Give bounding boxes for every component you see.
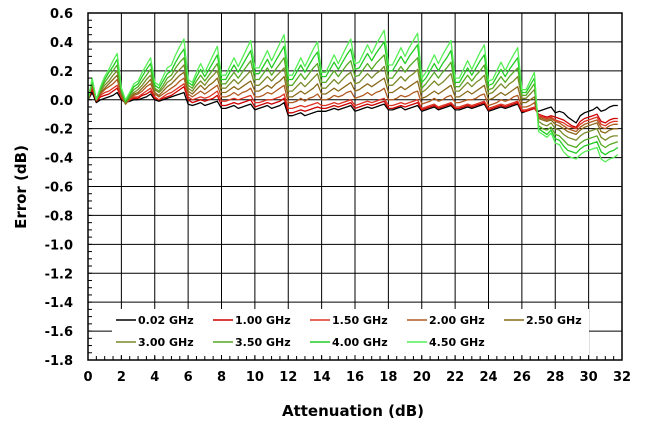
- x-tick-label: 26: [513, 370, 531, 385]
- y-tick-label: 0.6: [50, 7, 73, 22]
- legend-box: [112, 309, 589, 355]
- series-line-2-00-ghz: [87, 77, 618, 133]
- x-tick-label: 8: [217, 370, 226, 385]
- y-tick-label: -0.8: [45, 209, 73, 224]
- y-tick-label: -0.2: [45, 123, 73, 138]
- series-line-3-00-ghz: [87, 64, 618, 141]
- legend-label: 1.00 GHz: [235, 314, 291, 327]
- x-tick-label: 2: [117, 370, 126, 385]
- x-tick-label: 32: [613, 370, 631, 385]
- x-tick-label: 16: [346, 370, 364, 385]
- x-axis-title: Attenuation (dB): [282, 402, 424, 420]
- x-tick-label: 10: [246, 370, 264, 385]
- series-line-4-50-ghz: [87, 29, 619, 163]
- x-tick-label: 22: [446, 370, 464, 385]
- x-tick-label: 12: [279, 370, 297, 385]
- x-tick-label: 0: [83, 370, 92, 385]
- x-tick-label: 18: [379, 370, 397, 385]
- legend-label: 1.50 GHz: [332, 314, 388, 327]
- y-tick-label: -1.2: [45, 267, 73, 282]
- x-tick-label: 20: [413, 370, 431, 385]
- axes-layer: 0 2 4 6 8 10 12 14 16 18 20 22 24 26 28 30 320.60.40.20.…: [45, 7, 631, 385]
- y-tick-label: -0.6: [45, 181, 73, 196]
- x-tick-label: 30: [580, 370, 598, 385]
- x-tick-label: 6: [184, 370, 193, 385]
- series-line-4-00-ghz: [87, 41, 619, 156]
- x-tick-label: 14: [313, 370, 331, 385]
- y-tick-label: -1.0: [45, 238, 73, 253]
- legend-label: 4.50 GHz: [429, 336, 485, 349]
- y-tick-label: 0.0: [50, 94, 73, 109]
- x-tick-label: 28: [546, 370, 564, 385]
- legend: 0.02 GHz 1.00 GHz 1.50 GHz 2.00 GHz 2.50 GHz…: [112, 309, 589, 355]
- y-tick-label: 0.2: [50, 65, 73, 80]
- y-axis-title: Error (dB): [12, 145, 30, 229]
- legend-label: 4.00 GHz: [332, 336, 388, 349]
- series-line-2-50-ghz: [87, 71, 618, 136]
- series-line-3-50-ghz: [87, 54, 619, 149]
- y-tick-label: -0.4: [45, 152, 73, 167]
- series-line-1-50-ghz: [87, 83, 618, 130]
- y-tick-label: -1.4: [45, 296, 73, 311]
- series-line-1-00-ghz: [87, 86, 618, 128]
- grid: [87, 12, 623, 361]
- plot-frame: [87, 12, 623, 361]
- y-tick-label: -1.8: [45, 354, 73, 369]
- series-layer: [87, 29, 619, 163]
- x-tick-label: 4: [150, 370, 159, 385]
- legend-label: 3.50 GHz: [235, 336, 291, 349]
- legend-label: 0.02 GHz: [138, 314, 194, 327]
- x-tick-label: 24: [479, 370, 497, 385]
- y-tick-label: -1.6: [45, 325, 73, 340]
- legend-label: 2.50 GHz: [526, 314, 582, 327]
- legend-label: 2.00 GHz: [429, 314, 485, 327]
- legend-label: 3.00 GHz: [138, 336, 194, 349]
- y-tick-label: 0.4: [50, 36, 73, 51]
